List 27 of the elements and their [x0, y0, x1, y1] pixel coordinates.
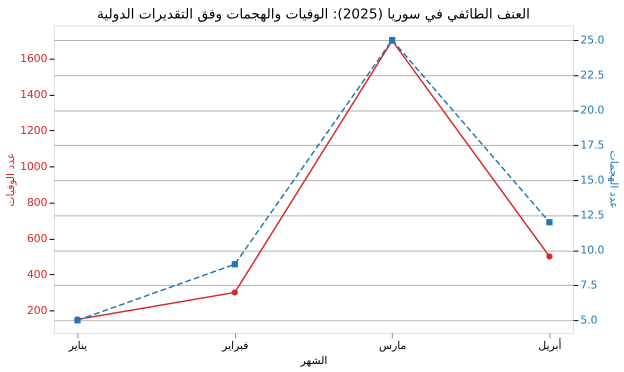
y2-tick-label: 7.5 [580, 278, 598, 292]
point [546, 219, 553, 226]
x-tick-label: مارس [378, 339, 406, 352]
y2-tick-label: 5.0 [580, 314, 598, 327]
y2-tick-label: 17.5 [580, 138, 604, 152]
y2-tick-label: 25.0 [580, 33, 605, 46]
y-tick-label: 600 [26, 232, 48, 245]
x-tick-label: فبراير [221, 339, 248, 352]
chart-title: العنف الطائفي في سوريا (2025): الوفيات والهجمات وفق التقديرات الدولية [96, 6, 530, 22]
y-tick-label: 400 [26, 268, 48, 281]
y2-tick-label: 12.5 [580, 208, 604, 222]
y2-axis-title: عدد الهجمات [607, 150, 620, 209]
y-tick-label: 1000 [20, 160, 48, 173]
x-tick-label: أبريل [538, 338, 562, 352]
point [232, 261, 238, 268]
y2-tick-label: 20.0 [580, 104, 605, 117]
x-tick-label: يناير [68, 339, 88, 352]
y-tick-label: 200 [26, 304, 48, 317]
y-tick-label: 1400 [20, 88, 48, 102]
y-axis-title: عدد الوفيات [4, 152, 18, 207]
y-tick-label: 1200 [20, 124, 48, 137]
y-tick-label: 800 [26, 196, 48, 209]
y2-tick-label: 22.5 [580, 68, 604, 82]
y2-tick-label: 15.0 [580, 174, 605, 187]
y-tick-label: 1600 [20, 52, 48, 66]
y2-tick-label: 10.0 [580, 244, 605, 257]
x-axis-title: الشهر [300, 354, 328, 367]
